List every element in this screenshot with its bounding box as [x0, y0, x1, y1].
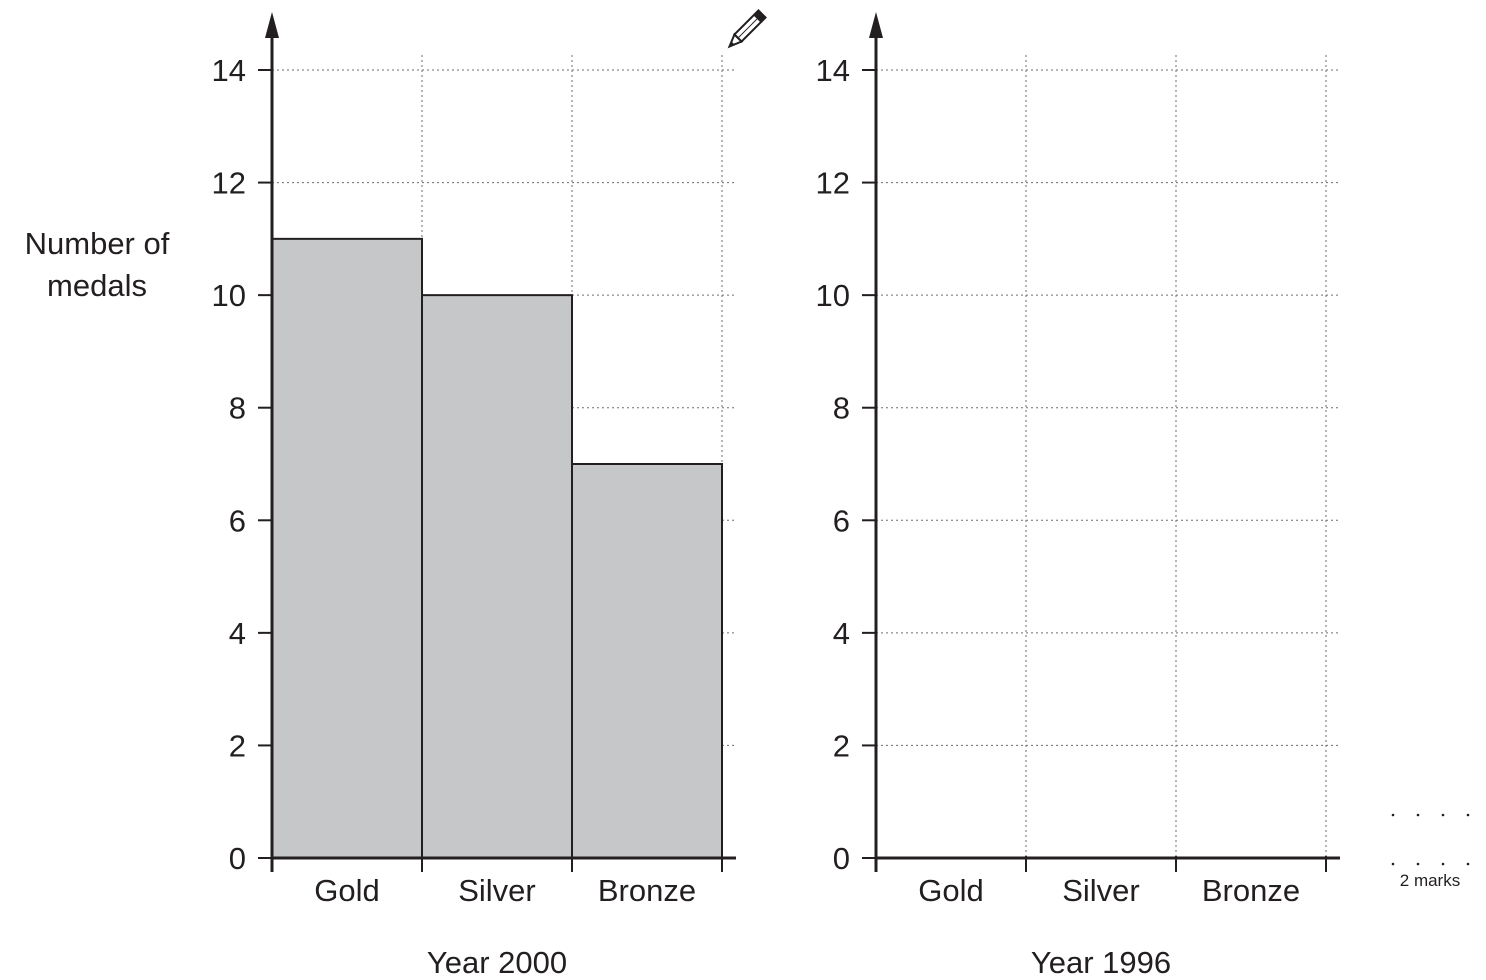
y-tick-label-6: 6 [833, 503, 850, 538]
year-1996-blank-chart[interactable]: 0 2 4 6 8 10 12 14 Gold Silver Bronze Year 1996 [816, 12, 1340, 980]
y-tick-label-2: 2 [229, 728, 246, 763]
category-label-bronze: Bronze [1202, 873, 1300, 908]
y-tick-label-0: 0 [229, 841, 246, 876]
answer-dots-upper [1391, 813, 1470, 817]
x-axis-caption: Year 2000 [427, 945, 567, 980]
y-tick-label-14: 14 [212, 53, 246, 88]
y-axis-label-line-2: medals [47, 268, 147, 303]
pencil-icon [727, 9, 767, 49]
y-axis-arrow-icon [265, 12, 279, 38]
category-label-gold: Gold [918, 873, 983, 908]
y-tick-label-10: 10 [816, 278, 850, 313]
category-label-gold: Gold [314, 873, 379, 908]
year-2000-bar-chart: 0 2 4 6 8 10 12 14 Gold Silver Bronze Year 2000 Numb… [25, 12, 736, 980]
y-tick-label-0: 0 [833, 841, 850, 876]
category-label-silver: Silver [1062, 873, 1140, 908]
y-tick-label-6: 6 [229, 503, 246, 538]
bar-gold [271, 237, 423, 860]
y-tick-label-4: 4 [229, 616, 246, 651]
marks-box: 2 marks [1391, 813, 1470, 890]
y-tick-label-12: 12 [212, 166, 246, 201]
y-tick-label-10: 10 [212, 278, 246, 313]
category-label-bronze: Bronze [598, 873, 696, 908]
y-tick-label-14: 14 [816, 53, 850, 88]
bar-silver [421, 294, 573, 859]
y-axis-label-line-1: Number of [25, 226, 170, 261]
category-label-silver: Silver [458, 873, 536, 908]
y-tick-label-8: 8 [229, 391, 246, 426]
marks-label: 2 marks [1400, 871, 1460, 890]
y-tick-label-2: 2 [833, 728, 850, 763]
bar-bronze [571, 463, 723, 859]
answer-dots-lower [1391, 862, 1470, 866]
y-tick-label-4: 4 [833, 616, 850, 651]
y-tick-label-12: 12 [816, 166, 850, 201]
x-axis-caption: Year 1996 [1031, 945, 1171, 980]
y-axis-arrow-icon [869, 12, 883, 38]
y-tick-label-8: 8 [833, 391, 850, 426]
